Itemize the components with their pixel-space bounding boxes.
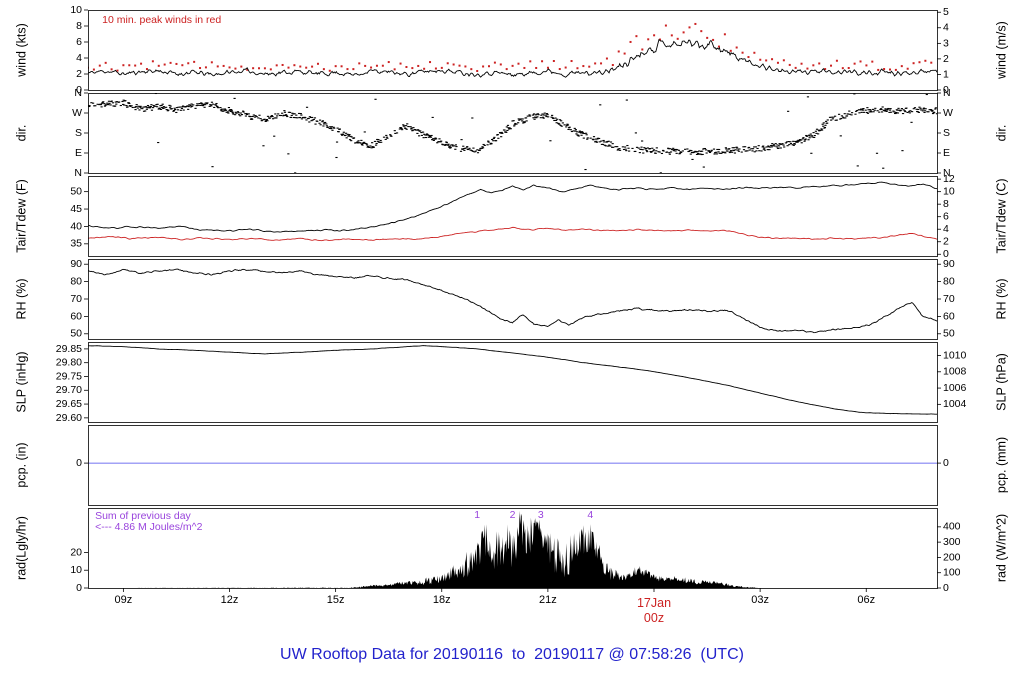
chart-title: UW Rooftop Data for 20190116 to 20190117… [280, 646, 744, 663]
